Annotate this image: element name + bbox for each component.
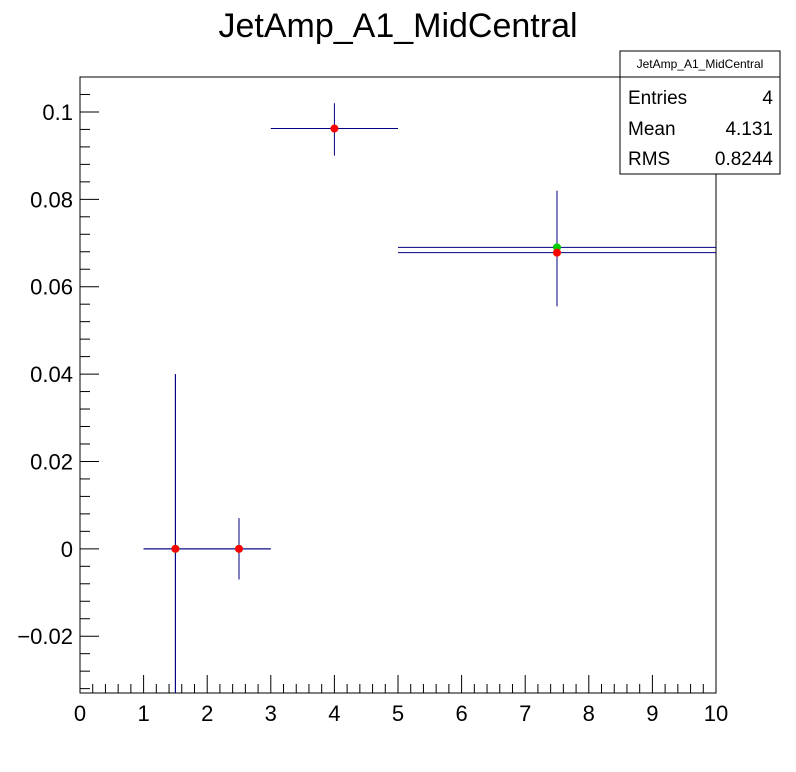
stats-box-frame (619, 50, 781, 175)
data-point (553, 248, 561, 257)
data-markers (171, 124, 561, 553)
x-tick-label: 6 (455, 701, 467, 726)
x-tick-label: 0 (74, 701, 86, 726)
x-tick-label: 7 (519, 701, 531, 726)
stats-mean-value: 4.131 (725, 119, 773, 140)
x-tick-label: 5 (392, 701, 404, 726)
y-tick-label: 0.1 (42, 100, 73, 125)
x-axis: 0 1 2 3 4 5 6 7 8 9 10 (74, 675, 728, 726)
y-axis: −0.02 0 0.02 0.04 0.06 0.08 0.1 (17, 76, 99, 690)
x-tick-label: 1 (137, 701, 149, 726)
y-tick-label: 0.06 (30, 275, 73, 300)
stats-box-title: JetAmp_A1_MidCentral (637, 57, 764, 71)
stats-mean-label: Mean (628, 119, 676, 140)
error-bars (143, 103, 716, 693)
y-tick-label: −0.02 (17, 624, 73, 649)
x-tick-label: 4 (328, 701, 340, 726)
stats-rms-value: 0.8244 (715, 149, 774, 170)
y-tick-label: 0.08 (30, 187, 73, 212)
x-tick-label: 8 (583, 701, 595, 726)
stats-entries-label: Entries (628, 88, 687, 109)
x-tick-label: 2 (201, 701, 213, 726)
x-tick-label: 9 (646, 701, 658, 726)
x-tick-label: 10 (704, 701, 728, 726)
chart-title: JetAmp_A1_MidCentral (218, 7, 577, 45)
stats-box: JetAmp_A1_MidCentral Entries 4 Mean 4.13… (619, 50, 781, 175)
stats-entries-value: 4 (762, 88, 773, 109)
stats-rms-label: RMS (628, 149, 670, 170)
y-tick-label: 0.04 (30, 362, 73, 387)
data-point (235, 544, 243, 553)
y-tick-label: 0 (61, 537, 73, 562)
y-tick-label: 0.02 (30, 449, 73, 474)
x-tick-label: 3 (265, 701, 277, 726)
data-point (171, 544, 180, 553)
data-point (330, 124, 339, 133)
